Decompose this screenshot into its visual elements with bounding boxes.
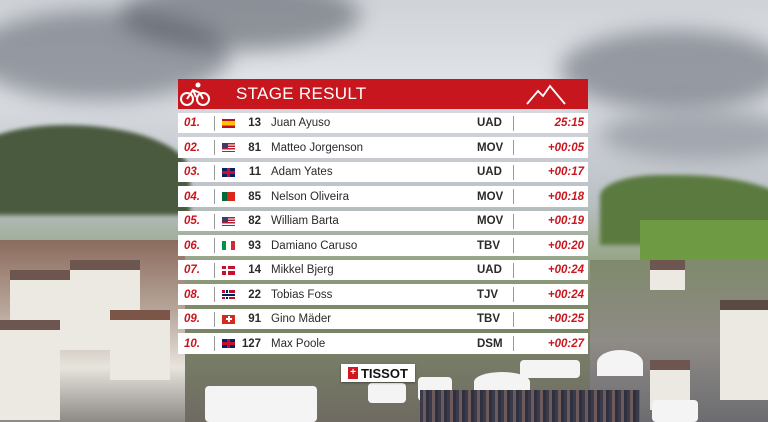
- table-row: 03. 11 Adam Yates UAD +00:17: [178, 161, 588, 183]
- table-row: 06. 93 Damiano Caruso TBV +00:20: [178, 235, 588, 256]
- rider-name: Matteo Jorgenson: [271, 141, 364, 154]
- bib-number: 22: [248, 288, 261, 301]
- team-code: TBV: [477, 239, 500, 252]
- table-row: 08. 22 Tobias Foss TJV +00:24: [178, 284, 588, 305]
- time-gap: +00:20: [547, 239, 584, 252]
- divider: [513, 164, 514, 180]
- position-cell: 01.: [184, 117, 200, 130]
- rider-name: Max Poole: [271, 337, 326, 350]
- divider: [513, 140, 514, 156]
- divider: [214, 287, 215, 303]
- rider-name: Juan Ayuso: [271, 117, 331, 130]
- position-cell: 09.: [184, 313, 200, 326]
- rider-name: Mikkel Bjerg: [271, 264, 334, 277]
- table-row: 02. 81 Matteo Jorgenson MOV +00:05: [178, 137, 588, 158]
- time-gap: +00:27: [547, 337, 584, 350]
- position-cell: 08.: [184, 288, 200, 301]
- divider: [513, 287, 514, 303]
- time-gap: +00:24: [547, 288, 584, 301]
- team-code: TJV: [477, 288, 499, 301]
- rider-name: Nelson Oliveira: [271, 190, 349, 203]
- divider: [513, 213, 514, 229]
- divider: [513, 189, 514, 205]
- ch-flag-icon: [222, 314, 235, 324]
- divider: [214, 140, 215, 156]
- team-code: UAD: [477, 264, 502, 277]
- tissot-sponsor-logo: + TISSOT: [341, 364, 415, 382]
- time-gap: +00:25: [547, 313, 584, 326]
- divider: [513, 336, 514, 352]
- table-row: 05. 82 William Barta MOV +00:19: [178, 210, 588, 232]
- time-gap: +00:18: [547, 190, 584, 203]
- us-flag-icon: [222, 143, 235, 153]
- divider: [214, 115, 215, 131]
- divider: [214, 213, 215, 229]
- position-cell: 02.: [184, 141, 200, 154]
- bib-number: 127: [241, 337, 261, 350]
- team-code: MOV: [477, 215, 504, 228]
- bib-number: 85: [248, 190, 261, 203]
- position-cell: 07.: [184, 264, 200, 277]
- cyclist-icon: [178, 79, 212, 109]
- team-code: UAD: [477, 166, 502, 179]
- bib-number: 14: [248, 264, 261, 277]
- divider: [214, 189, 215, 205]
- position-cell: 04.: [184, 190, 200, 203]
- time-gap: +00:17: [547, 166, 584, 179]
- rider-name: Tobias Foss: [271, 288, 333, 301]
- position-cell: 05.: [184, 215, 200, 228]
- pt-flag-icon: [222, 192, 235, 202]
- dk-flag-icon: [222, 265, 235, 275]
- team-code: MOV: [477, 141, 504, 154]
- table-row: 07. 14 Mikkel Bjerg UAD +00:24: [178, 259, 588, 281]
- rider-name: Gino Mäder: [271, 313, 332, 326]
- rider-name: Damiano Caruso: [271, 239, 358, 252]
- divider: [513, 238, 514, 254]
- bib-number: 81: [248, 141, 261, 154]
- team-code: TBV: [477, 313, 500, 326]
- divider: [513, 311, 514, 327]
- bib-number: 91: [248, 313, 261, 326]
- stage-result-panel: STAGE RESULT 01. 13 Juan Ayuso UAD 25:15 02. 8…: [178, 79, 588, 354]
- divider: [214, 311, 215, 327]
- bib-number: 93: [248, 239, 261, 252]
- table-row: 01. 13 Juan Ayuso UAD 25:15: [178, 112, 588, 134]
- time-gap: +00:05: [547, 141, 584, 154]
- panel-header: STAGE RESULT: [178, 79, 588, 109]
- table-row: 04. 85 Nelson Oliveira MOV +00:18: [178, 186, 588, 207]
- rider-name: Adam Yates: [271, 166, 333, 179]
- divider: [513, 115, 514, 131]
- bib-number: 11: [248, 166, 261, 179]
- position-cell: 06.: [184, 239, 200, 252]
- time-gap: +00:24: [547, 264, 584, 277]
- team-code: UAD: [477, 117, 502, 130]
- page-title: STAGE RESULT: [236, 84, 367, 103]
- table-row: 10. 127 Max Poole DSM +00:27: [178, 333, 588, 354]
- position-cell: 10.: [184, 337, 200, 350]
- bib-number: 82: [248, 215, 261, 228]
- divider: [513, 262, 514, 278]
- bib-number: 13: [248, 117, 261, 130]
- divider: [214, 336, 215, 352]
- mountain-icon: [526, 84, 566, 105]
- team-code: MOV: [477, 190, 504, 203]
- table-row: 09. 91 Gino Mäder TBV +00:25: [178, 308, 588, 330]
- no-flag-icon: [222, 290, 235, 300]
- gb-flag-icon: [222, 339, 235, 349]
- us-flag-icon: [222, 216, 235, 226]
- gb-flag-icon: [222, 167, 235, 177]
- time-gap: 25:15: [554, 117, 584, 130]
- rider-name: William Barta: [271, 215, 339, 228]
- team-code: DSM: [477, 337, 503, 350]
- divider: [214, 262, 215, 278]
- position-cell: 03.: [184, 166, 200, 179]
- es-flag-icon: [222, 118, 235, 128]
- it-flag-icon: [222, 241, 235, 251]
- divider: [214, 164, 215, 180]
- time-gap: +00:19: [547, 215, 584, 228]
- divider: [214, 238, 215, 254]
